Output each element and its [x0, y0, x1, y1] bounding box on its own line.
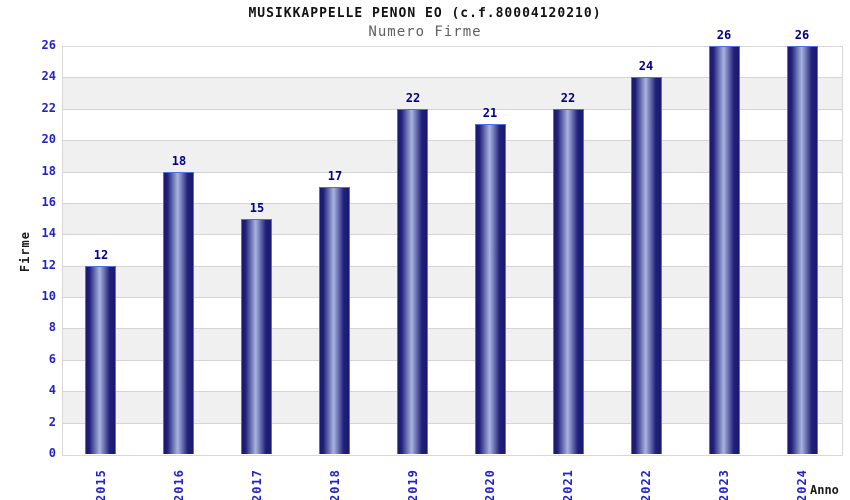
gridline-22: [63, 108, 842, 110]
chart-subtitle: Numero Firme: [368, 24, 482, 40]
gridline-12: [63, 265, 842, 267]
gridline-14: [63, 234, 842, 236]
x-tick-label-2022: 2022: [639, 469, 653, 500]
x-tick-label-2023: 2023: [717, 469, 731, 500]
bar-2024: [787, 46, 818, 454]
y-tick-label-16: 16: [41, 194, 56, 209]
y-tick-label-2: 2: [48, 414, 56, 429]
y-tick-label-0: 0: [48, 446, 56, 460]
bar-2023: [709, 46, 740, 454]
bar-value-label-2024: 26: [794, 28, 810, 42]
x-tick-label-2017: 2017: [250, 469, 264, 500]
gridline-24: [63, 77, 842, 79]
bar-2018: [319, 187, 350, 454]
y-tick-label-10: 10: [41, 289, 56, 304]
x-tick-label-2019: 2019: [406, 469, 420, 500]
y-tick-label-26: 26: [41, 38, 56, 52]
x-tick-label-2018: 2018: [328, 469, 342, 500]
x-axis-title: Anno: [810, 483, 839, 497]
y-tick-label-24: 24: [41, 69, 56, 84]
bar-2020: [475, 124, 506, 454]
bar-value-label-2019: 22: [405, 91, 421, 105]
bar-value-label-2022: 24: [638, 59, 654, 73]
y-tick-label-4: 4: [48, 383, 56, 398]
x-tick-label-2021: 2021: [561, 469, 575, 500]
y-tick-label-22: 22: [41, 100, 56, 115]
bar-2017: [241, 219, 272, 454]
gridline-18: [63, 171, 842, 173]
gridline-10: [63, 297, 842, 299]
y-tick-label-20: 20: [41, 132, 56, 147]
gridline-8: [63, 328, 842, 330]
bar-value-label-2017: 15: [249, 201, 265, 215]
y-tick-label-8: 8: [48, 320, 56, 335]
gridline-16: [63, 202, 842, 204]
x-tick-label-2024: 2024: [795, 469, 809, 500]
x-tick-label-2016: 2016: [172, 469, 186, 500]
y-tick-label-18: 18: [41, 163, 56, 178]
bar-value-label-2023: 26: [716, 28, 732, 42]
gridline-4: [63, 391, 842, 393]
bar-2015: [85, 266, 116, 454]
bar-2016: [163, 172, 194, 454]
gridline-2: [63, 422, 842, 424]
x-tick-label-2020: 2020: [483, 469, 497, 500]
bar-value-label-2016: 18: [171, 154, 187, 168]
gridline-6: [63, 359, 842, 361]
y-tick-label-14: 14: [41, 226, 56, 241]
y-tick-label-12: 12: [41, 257, 56, 272]
bar-value-label-2015: 12: [93, 248, 109, 262]
bar-value-label-2018: 17: [327, 169, 343, 183]
bar-value-label-2020: 21: [482, 106, 498, 120]
chart-title: MUSIKKAPPELLE PENON EO (c.f.80004120210): [248, 6, 602, 21]
x-tick-label-2015: 2015: [94, 469, 108, 500]
y-tick-label-6: 6: [48, 351, 56, 366]
gridline-20: [63, 140, 842, 142]
bar-value-label-2021: 22: [560, 91, 576, 105]
bar-2019: [397, 109, 428, 454]
bar-2022: [631, 77, 662, 454]
bar-2021: [553, 109, 584, 454]
